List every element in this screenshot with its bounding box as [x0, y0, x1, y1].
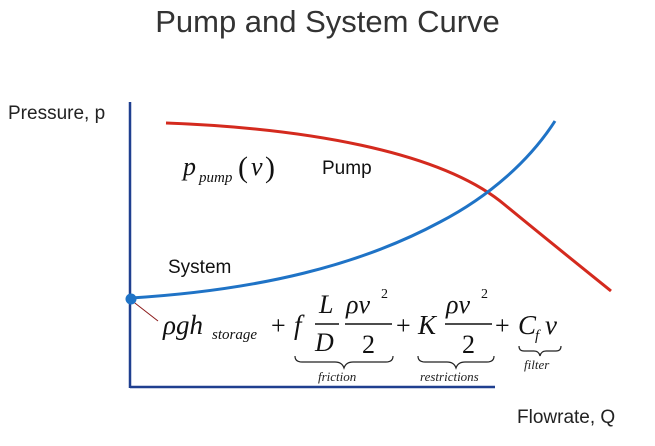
filter-brace-label: filter — [524, 357, 550, 372]
dyn-den-2: 2 — [462, 330, 475, 359]
filter-variable: v — [545, 310, 557, 340]
system-curve-label: System — [168, 257, 232, 278]
plus-1: + — [271, 311, 286, 340]
system-curve — [130, 120, 557, 300]
filter-coef: C — [518, 310, 537, 340]
pump-eq-open-paren: ( — [238, 151, 248, 184]
restrictions-brace-label: restrictions — [420, 369, 479, 384]
storage-term: ρgh — [162, 310, 203, 340]
pump-eq-close-paren: ) — [265, 151, 275, 184]
dyn-num-1: ρv — [345, 290, 370, 319]
y-axis-label: Pressure, p — [8, 103, 106, 124]
page-title: Pump and System Curve — [155, 4, 500, 39]
friction-denominator: D — [314, 328, 334, 357]
dyn-exp-2: 2 — [481, 287, 488, 302]
pump-eq-argument: v — [251, 152, 263, 181]
dyn-den-1: 2 — [362, 330, 375, 359]
filter-subscript: f — [535, 328, 541, 344]
pump-curve-label: Pump — [322, 158, 372, 179]
friction-coef: f — [294, 310, 305, 340]
plus-2: + — [396, 311, 411, 340]
plus-3: + — [495, 311, 510, 340]
friction-numerator: L — [318, 290, 333, 319]
system-start-marker — [125, 293, 137, 305]
friction-underbrace — [294, 355, 394, 370]
filter-underbrace — [518, 345, 562, 357]
x-axis-label: Flowrate, Q — [517, 407, 616, 428]
dyn-num-2: ρv — [445, 290, 470, 319]
friction-brace-label: friction — [318, 369, 356, 384]
pump-eq-p: p — [181, 152, 196, 181]
storage-subscript: storage — [212, 327, 257, 343]
dyn-exp-1: 2 — [381, 287, 388, 302]
storage-leader-line — [130, 299, 159, 322]
pump-curve — [165, 121, 612, 293]
pump-eq-subscript: pump — [198, 170, 233, 186]
restriction-coef: K — [417, 310, 438, 340]
restrictions-underbrace — [417, 355, 495, 370]
